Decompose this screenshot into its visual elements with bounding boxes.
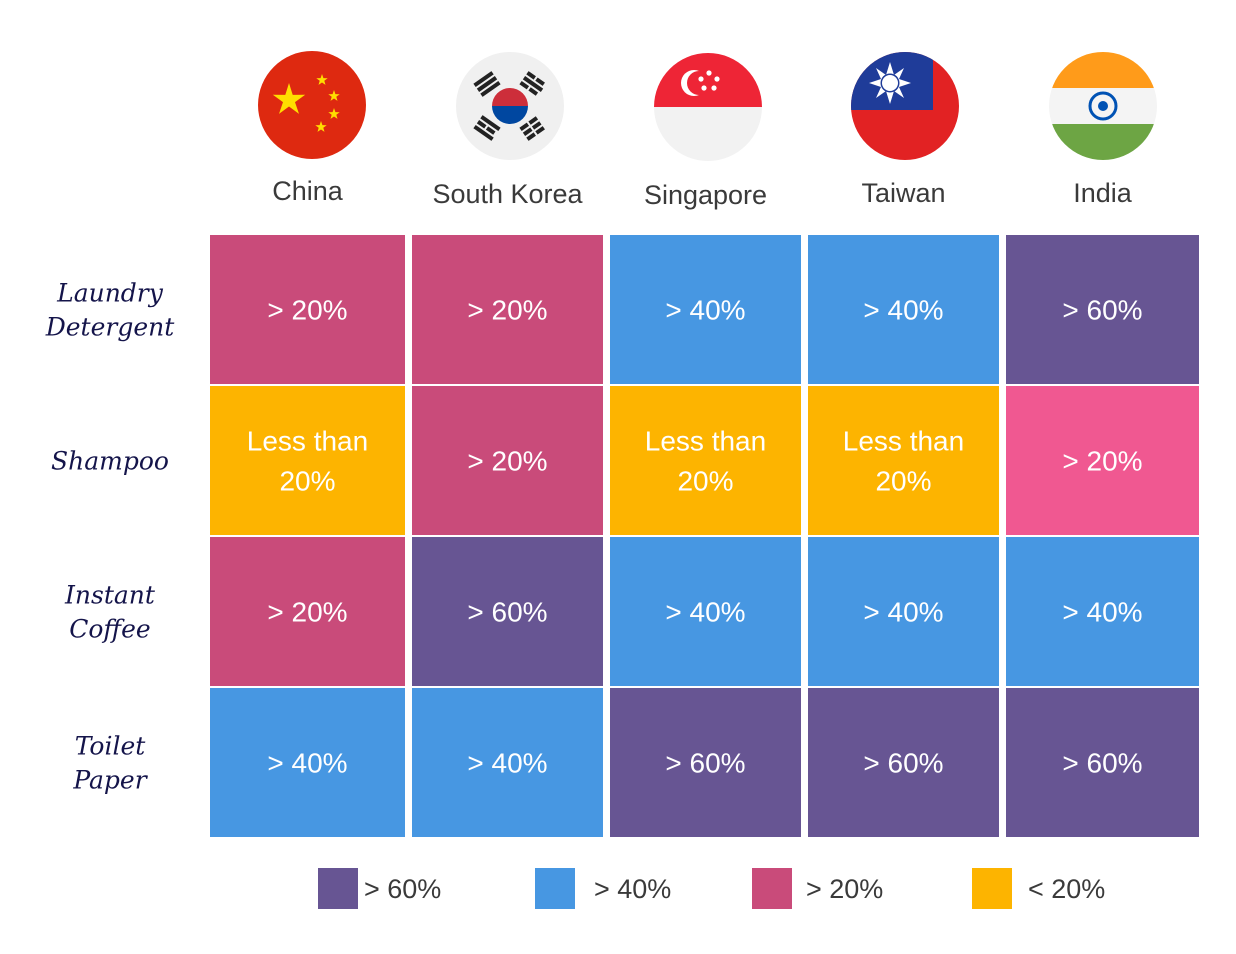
row-label-instant-coffee: Instant Coffee bbox=[64, 581, 156, 644]
cell-value-label: > 60% bbox=[467, 597, 547, 628]
cell-value-label: > 20% bbox=[467, 446, 547, 477]
heatmap-cell-india-shampoo bbox=[1006, 386, 1199, 535]
heatmap-cell-south-korea-shampoo bbox=[412, 386, 603, 535]
cell-value-line: Less than bbox=[645, 426, 766, 457]
legend-label: < 20% bbox=[1028, 874, 1105, 904]
cell-value-label: > 20% bbox=[467, 295, 547, 326]
heatmap-cell-china-instant-coffee bbox=[210, 537, 405, 686]
cell-value-label: > 60% bbox=[863, 748, 943, 779]
row-label-shampoo: Shampoo bbox=[51, 447, 169, 476]
row-label-line: Laundry bbox=[56, 279, 164, 308]
heatmap-cell-south-korea-toilet-paper bbox=[412, 688, 603, 837]
legend-label: > 20% bbox=[806, 874, 883, 904]
legend-swatch bbox=[972, 868, 1012, 909]
cell-value-label: > 20% bbox=[267, 597, 347, 628]
cell-value-label: > 40% bbox=[665, 295, 745, 326]
heatmap-cell-singapore-laundry-detergent bbox=[610, 235, 801, 384]
heatmap-cell-singapore-shampoo bbox=[610, 386, 801, 535]
cell-value-label: > 60% bbox=[1062, 748, 1142, 779]
cell-value-line: 20% bbox=[279, 466, 335, 497]
cell-value-label: > 40% bbox=[863, 597, 943, 628]
cell-value-label: > 40% bbox=[1062, 597, 1142, 628]
cell-value-label: > 20% bbox=[1062, 446, 1142, 477]
column-label-china: China bbox=[272, 176, 344, 206]
heatmap-cell-india-instant-coffee bbox=[1006, 537, 1199, 686]
cell-value-line: 20% bbox=[875, 466, 931, 497]
heatmap-cell-taiwan-shampoo bbox=[808, 386, 999, 535]
cell-value-label: > 40% bbox=[863, 295, 943, 326]
column-label-south-korea: South Korea bbox=[432, 179, 583, 209]
heatmap-cell-india-toilet-paper bbox=[1006, 688, 1199, 837]
singapore-flag-icon bbox=[654, 53, 762, 161]
column-label-singapore: Singapore bbox=[644, 180, 767, 210]
heatmap-cell-taiwan-instant-coffee bbox=[808, 537, 999, 686]
south-korea-flag-icon bbox=[456, 52, 564, 160]
cell-value-line: Less than bbox=[247, 426, 368, 457]
legend-swatch bbox=[535, 868, 575, 909]
cell-value-label: > 60% bbox=[1062, 295, 1142, 326]
china-flag-icon bbox=[258, 51, 366, 159]
cell-value-label: Less than 20% bbox=[645, 426, 766, 497]
cell-value-label: Less than 20% bbox=[843, 426, 964, 497]
cell-value-label: > 40% bbox=[665, 597, 745, 628]
heatmap-cell-singapore-instant-coffee bbox=[610, 537, 801, 686]
cell-value-label: > 40% bbox=[467, 748, 547, 779]
row-label-toilet-paper: Toilet Paper bbox=[72, 732, 148, 795]
column-label-india: India bbox=[1073, 178, 1133, 208]
cell-value-label: > 20% bbox=[267, 295, 347, 326]
legend-label: > 40% bbox=[594, 874, 671, 904]
heatmap-cell-south-korea-laundry-detergent bbox=[412, 235, 603, 384]
row-label-line: Coffee bbox=[69, 615, 150, 644]
row-label-line: Toilet bbox=[75, 732, 147, 761]
legend-label: > 60% bbox=[364, 874, 441, 904]
taiwan-flag-icon bbox=[851, 52, 959, 160]
legend-swatch bbox=[752, 868, 792, 909]
column-label-taiwan: Taiwan bbox=[861, 178, 945, 208]
row-label-laundry-detergent: Laundry Detergent bbox=[45, 279, 176, 342]
row-label-line: Shampoo bbox=[51, 447, 169, 476]
row-label-line: Detergent bbox=[45, 313, 176, 342]
cell-value-label: Less than 20% bbox=[247, 426, 368, 497]
heatmap-cell-south-korea-instant-coffee bbox=[412, 537, 603, 686]
heatmap-cell-china-shampoo bbox=[210, 386, 405, 535]
heatmap-cell-china-toilet-paper bbox=[210, 688, 405, 837]
heatmap-cell-india-laundry-detergent bbox=[1006, 235, 1199, 384]
cell-value-line: 20% bbox=[677, 466, 733, 497]
heatmap-cell-taiwan-laundry-detergent bbox=[808, 235, 999, 384]
heatmap-cell-singapore-toilet-paper bbox=[610, 688, 801, 837]
heatmap-cell-china-laundry-detergent bbox=[210, 235, 405, 384]
cell-value-line: Less than bbox=[843, 426, 964, 457]
heatmap-cell-taiwan-toilet-paper bbox=[808, 688, 999, 837]
row-label-line: Instant bbox=[64, 581, 156, 610]
india-flag-icon bbox=[1049, 52, 1157, 160]
legend-swatch bbox=[318, 868, 358, 909]
cell-value-label: > 40% bbox=[267, 748, 347, 779]
row-label-line: Paper bbox=[72, 766, 148, 795]
cell-value-label: > 60% bbox=[665, 748, 745, 779]
